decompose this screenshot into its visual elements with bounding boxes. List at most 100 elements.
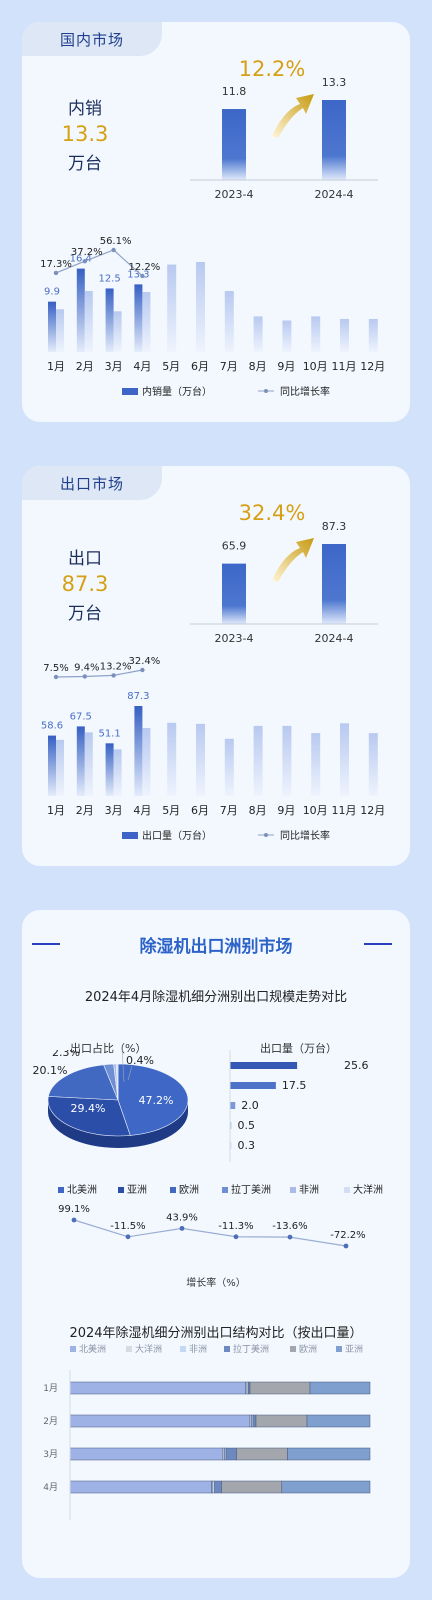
- month-label: 10月: [303, 804, 328, 817]
- domestic-card: 国内市场 内销 13.3 万台 11.8 2023-4 13.3 2024-4 12.2…: [22, 22, 410, 422]
- structure-segment: [225, 1447, 237, 1461]
- hbar: [230, 1122, 232, 1129]
- yoy-category-label: 2023-4: [215, 188, 254, 201]
- month-label: 2月: [76, 360, 94, 373]
- yoy-bar: [322, 544, 346, 624]
- bar-previous: [282, 320, 292, 352]
- growth-arrow-icon: [272, 94, 314, 138]
- growth-arrow-icon: [272, 538, 314, 582]
- domestic-total-label: 内销: [68, 99, 102, 119]
- pie-side: [48, 1100, 188, 1148]
- hbar-value-label: 2.0: [241, 1099, 259, 1112]
- growth-point-label: -11.5%: [110, 1221, 145, 1232]
- month-label: 6月: [191, 804, 209, 817]
- continent-title: 除湿机出口洲别市场: [139, 937, 293, 957]
- bar-previous: [84, 290, 93, 352]
- bar-previous: [224, 738, 234, 796]
- legend-swatch: [224, 1346, 230, 1352]
- structure-segment: [69, 1414, 251, 1428]
- legend-bar-swatch: [122, 832, 138, 839]
- structure-month-label: 3月: [43, 1449, 58, 1460]
- bar-previous: [142, 292, 151, 352]
- growth-point: [82, 258, 87, 264]
- growth-point: [111, 673, 116, 678]
- legend-label: 欧洲: [179, 1184, 199, 1196]
- growth-point: [53, 674, 59, 680]
- pie-value-label: 47.2%: [139, 1094, 174, 1107]
- structure-segment: [69, 1480, 212, 1494]
- bar-value-label: 12.5: [98, 273, 120, 284]
- month-label: 12月: [360, 360, 385, 373]
- structure-segment: [255, 1414, 308, 1428]
- bar-previous: [113, 749, 122, 796]
- export-total-unit: 万台: [68, 604, 102, 624]
- structure-segment: [252, 1414, 257, 1428]
- month-label: 10月: [303, 360, 328, 373]
- yoy-category-label: 2024-4: [315, 188, 354, 201]
- growth-point-label: 32.4%: [129, 656, 161, 667]
- pie-value-label: 2.3%: [52, 1050, 80, 1059]
- structure-segment: [306, 1414, 371, 1428]
- yoy-value-label: 13.3: [322, 76, 347, 89]
- growth-point-label: 37.2%: [71, 247, 103, 258]
- growth-point-label: 9.4%: [74, 662, 99, 673]
- bar-previous: [142, 728, 151, 796]
- bar-value-label: 13.3: [127, 269, 149, 280]
- growth-point: [343, 1243, 349, 1249]
- legend-line-label: 同比增长率: [280, 385, 330, 398]
- month-label: 3月: [105, 804, 123, 817]
- month-label: 11月: [332, 804, 357, 817]
- header-line-right: [364, 943, 392, 945]
- month-label: 7月: [220, 804, 238, 817]
- bar-previous: [167, 722, 177, 796]
- month-label: 2月: [76, 804, 94, 817]
- domestic-yoy-chart: 11.8 2023-4 13.3 2024-4 12.2%: [190, 57, 378, 201]
- pie-value-label: 20.1%: [33, 1064, 68, 1077]
- structure-segment: [287, 1447, 371, 1461]
- bar-current: [134, 284, 143, 352]
- growth-point: [140, 273, 145, 279]
- growth-point-label: 12.2%: [129, 262, 161, 273]
- legend-swatch: [290, 1346, 296, 1352]
- growth-point: [179, 1225, 185, 1231]
- bar-previous: [311, 733, 321, 796]
- bar-previous: [282, 725, 292, 796]
- structure-month-label: 4月: [43, 1482, 58, 1493]
- growth-point-label: -11.3%: [218, 1221, 253, 1232]
- month-label: 9月: [277, 360, 295, 373]
- legend-swatch: [118, 1187, 124, 1193]
- growth-point: [233, 1234, 239, 1240]
- month-label: 7月: [220, 360, 238, 373]
- yoy-value-label: 65.9: [222, 540, 247, 553]
- legend-line-dot: [264, 833, 268, 837]
- yoy-value-label: 11.8: [222, 85, 247, 98]
- legend-label: 拉丁美洲: [233, 1343, 269, 1355]
- month-label: 9月: [277, 804, 295, 817]
- growth-point-label: 43.9%: [166, 1212, 198, 1223]
- pie-slice: [47, 1064, 119, 1101]
- continent-card: 除湿机出口洲别市场 2024年4月除湿机细分洲别出口规模走势对比 出口占比（%）…: [22, 910, 410, 1578]
- growth-point-label: 13.2%: [100, 661, 132, 672]
- bar-current: [48, 735, 56, 796]
- yoy-bar: [322, 100, 346, 180]
- growth-point: [71, 1217, 77, 1223]
- legend-bar-label: 内销量（万台）: [142, 385, 212, 398]
- legend-line-dot: [264, 389, 268, 393]
- export-total-label: 出口: [68, 549, 102, 569]
- structure-month-label: 2月: [43, 1416, 58, 1427]
- legend-swatch: [126, 1346, 132, 1352]
- legend-label: 北美洲: [67, 1183, 97, 1196]
- structure-segment: [309, 1381, 371, 1395]
- legend-label: 大洋洲: [353, 1183, 383, 1196]
- bar-value-label: 87.3: [127, 691, 149, 702]
- legend-swatch: [290, 1187, 296, 1193]
- bar-previous: [340, 318, 349, 352]
- legend-label: 拉丁美洲: [231, 1183, 271, 1196]
- hbar-value-label: 0.5: [238, 1119, 256, 1132]
- hbar-value-label: 41.2: [344, 1050, 369, 1052]
- month-label: 5月: [162, 360, 180, 373]
- growth-point-label: 7.5%: [43, 663, 68, 674]
- yoy-bar: [222, 563, 246, 624]
- yoy-category-label: 2023-4: [215, 632, 254, 645]
- legend-swatch: [58, 1187, 64, 1193]
